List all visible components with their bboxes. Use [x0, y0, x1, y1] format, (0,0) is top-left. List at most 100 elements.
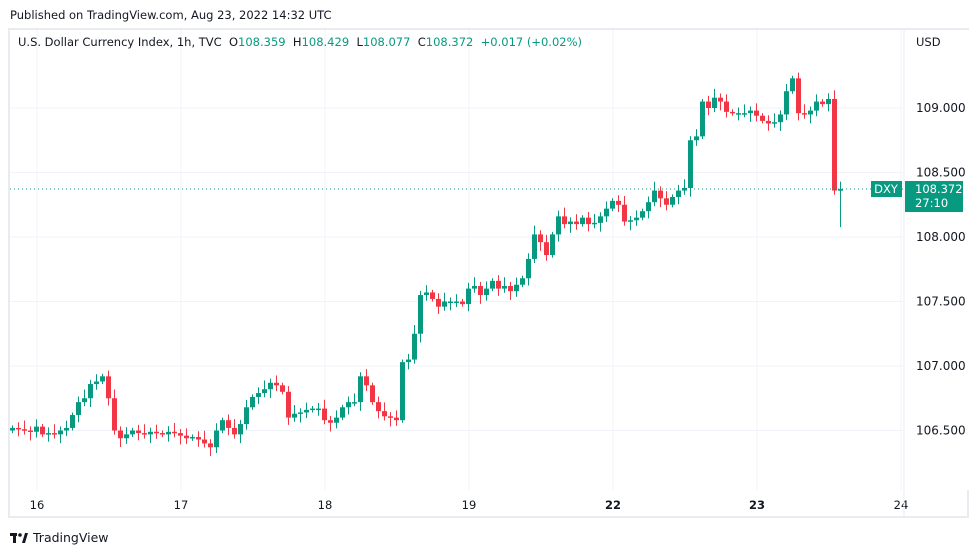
- candle: [40, 424, 45, 437]
- candle-body: [436, 298, 441, 307]
- candle-body: [646, 202, 651, 212]
- candle: [790, 75, 795, 94]
- price-axis-mask: [904, 30, 974, 490]
- candle-body: [610, 200, 615, 209]
- candle-body: [28, 430, 33, 432]
- candle: [586, 211, 591, 232]
- candle: [310, 405, 315, 413]
- candle-body: [304, 409, 309, 413]
- candle: [58, 426, 63, 444]
- price-tag: [905, 181, 963, 213]
- candle-body: [664, 198, 669, 205]
- candle-body: [280, 385, 285, 392]
- candle-body: [352, 402, 357, 404]
- candle: [766, 115, 771, 131]
- candle: [376, 396, 381, 419]
- candle-body: [394, 417, 399, 421]
- candle-body: [298, 412, 303, 414]
- candle: [712, 88, 717, 113]
- candle-body: [520, 278, 525, 285]
- candle: [16, 422, 21, 437]
- footer-brand[interactable]: TradingView: [10, 530, 109, 545]
- candle: [280, 382, 285, 395]
- candle-body: [568, 221, 573, 225]
- candle: [472, 277, 477, 293]
- candle: [664, 191, 669, 211]
- ohlc-legend: U.S. Dollar Currency Index, 1h, TVC O108…: [18, 35, 582, 49]
- x-tick-label: 23: [749, 498, 765, 512]
- candle-body: [40, 426, 45, 435]
- candle: [298, 408, 303, 423]
- candle-body: [724, 101, 729, 112]
- candle: [82, 389, 87, 407]
- candle: [34, 419, 39, 438]
- candle-body: [442, 301, 447, 307]
- candle-body: [688, 140, 693, 188]
- candle: [70, 412, 75, 431]
- candle: [574, 214, 579, 230]
- candle-body: [532, 234, 537, 259]
- candle: [442, 292, 447, 311]
- candle: [652, 181, 657, 207]
- candle: [568, 217, 573, 233]
- candle-body: [58, 430, 63, 435]
- symbol-tag-label: DXY: [874, 182, 899, 196]
- price-tag-countdown: 27:10: [915, 196, 948, 210]
- candle-body: [412, 333, 417, 360]
- candle-body: [136, 430, 141, 434]
- candle-body: [310, 408, 315, 411]
- candle: [670, 194, 675, 208]
- candle: [418, 290, 423, 343]
- candle: [832, 90, 837, 195]
- candle-body: [676, 190, 681, 198]
- candle-body: [64, 427, 69, 431]
- y-tick-label: 108.500: [916, 166, 966, 180]
- candle-body: [10, 427, 15, 431]
- candle: [238, 419, 243, 444]
- candle-body: [718, 97, 723, 102]
- candle-body: [814, 101, 819, 111]
- candle: [688, 136, 693, 197]
- candle-body: [370, 385, 375, 403]
- candle: [370, 382, 375, 405]
- candle-body: [550, 234, 555, 256]
- x-tick-label: 19: [462, 498, 477, 512]
- candle: [112, 389, 117, 435]
- candle-body: [34, 426, 39, 432]
- candle: [28, 426, 33, 441]
- candle: [772, 113, 777, 128]
- candle: [454, 294, 459, 308]
- candle: [184, 428, 189, 444]
- low-value: 108.077: [362, 35, 411, 49]
- candle-body: [580, 217, 585, 225]
- candle-body: [382, 411, 387, 417]
- candle-body: [76, 402, 81, 416]
- candle-body: [268, 382, 273, 390]
- candle: [304, 402, 309, 419]
- candle: [214, 423, 219, 453]
- candle: [520, 275, 525, 288]
- candle-body: [220, 420, 225, 431]
- candle: [502, 277, 507, 293]
- candle-body: [430, 292, 435, 299]
- candle: [496, 275, 501, 296]
- candle: [640, 208, 645, 221]
- candle-body: [472, 286, 477, 289]
- open-value: 108.359: [238, 35, 286, 49]
- candle: [802, 104, 807, 119]
- candle: [556, 210, 561, 242]
- candle-body: [514, 284, 519, 292]
- candle: [682, 179, 687, 195]
- candle-body: [748, 110, 753, 114]
- candle: [190, 434, 195, 441]
- candle-body: [706, 101, 711, 108]
- candle-body: [196, 436, 201, 440]
- candle-body: [766, 120, 771, 124]
- candle: [346, 396, 351, 415]
- candle: [196, 431, 201, 447]
- candle-body: [166, 431, 171, 435]
- candle-body: [538, 234, 543, 243]
- candle: [490, 278, 495, 292]
- candle-body: [496, 280, 501, 289]
